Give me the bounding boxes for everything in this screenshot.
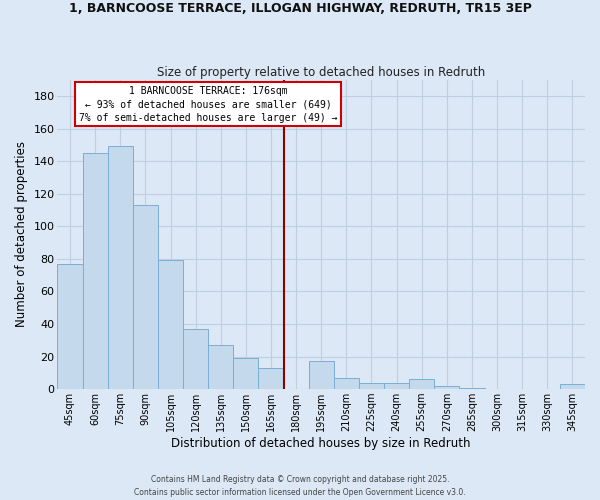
Bar: [208, 345, 233, 389]
Text: 1, BARNCOOSE TERRACE, ILLOGAN HIGHWAY, REDRUTH, TR15 3EP: 1, BARNCOOSE TERRACE, ILLOGAN HIGHWAY, R…: [68, 2, 532, 16]
Bar: [183, 329, 208, 389]
Bar: [259, 368, 284, 389]
Bar: [384, 382, 409, 389]
Bar: [108, 146, 133, 389]
Y-axis label: Number of detached properties: Number of detached properties: [15, 142, 28, 328]
Bar: [308, 362, 334, 389]
X-axis label: Distribution of detached houses by size in Redruth: Distribution of detached houses by size …: [172, 437, 471, 450]
Bar: [359, 382, 384, 389]
Text: 1 BARNCOOSE TERRACE: 176sqm
← 93% of detached houses are smaller (649)
7% of sem: 1 BARNCOOSE TERRACE: 176sqm ← 93% of det…: [79, 86, 337, 122]
Bar: [434, 386, 460, 389]
Bar: [133, 205, 158, 389]
Bar: [409, 380, 434, 389]
Bar: [334, 378, 359, 389]
Text: Contains HM Land Registry data © Crown copyright and database right 2025.
Contai: Contains HM Land Registry data © Crown c…: [134, 476, 466, 497]
Bar: [58, 264, 83, 389]
Bar: [83, 153, 108, 389]
Title: Size of property relative to detached houses in Redruth: Size of property relative to detached ho…: [157, 66, 485, 78]
Bar: [560, 384, 585, 389]
Bar: [460, 388, 485, 389]
Bar: [158, 260, 183, 389]
Bar: [233, 358, 259, 389]
